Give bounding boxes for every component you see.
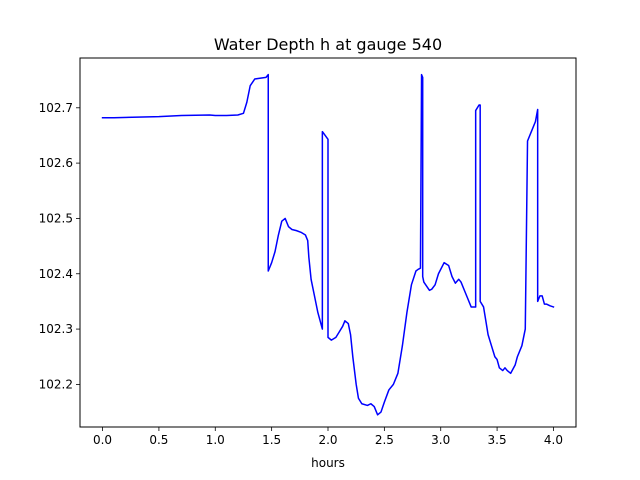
x-tick-label: 3.5 <box>488 433 507 447</box>
y-tick-label: 102.3 <box>39 322 73 336</box>
x-tick-label: 1.0 <box>206 433 225 447</box>
y-tick-label: 102.7 <box>39 101 73 115</box>
x-axis-label: hours <box>311 456 345 470</box>
y-tick-label: 102.2 <box>39 377 73 391</box>
plot-area <box>101 73 555 416</box>
y-tick-label: 102.4 <box>39 267 73 281</box>
y-tick-label: 102.5 <box>39 211 73 225</box>
x-tick-label: 1.5 <box>262 433 281 447</box>
x-tick-label: 0.5 <box>149 433 168 447</box>
series-line-1 <box>101 73 555 416</box>
x-tick-label: 0.0 <box>93 433 112 447</box>
x-tick-label: 2.5 <box>375 433 394 447</box>
axes: 0.0 0.5 1.0 1.5 2.0 2.5 3.0 3.5 4.0 102.2 102.3 102… <box>39 57 577 447</box>
x-tick-label: 3.0 <box>431 433 450 447</box>
chart-title: Water Depth h at gauge 540 <box>214 35 442 54</box>
x-tick-label: 2.0 <box>318 433 337 447</box>
x-tick-label: 4.0 <box>544 433 563 447</box>
y-tick-label: 102.6 <box>39 156 73 170</box>
